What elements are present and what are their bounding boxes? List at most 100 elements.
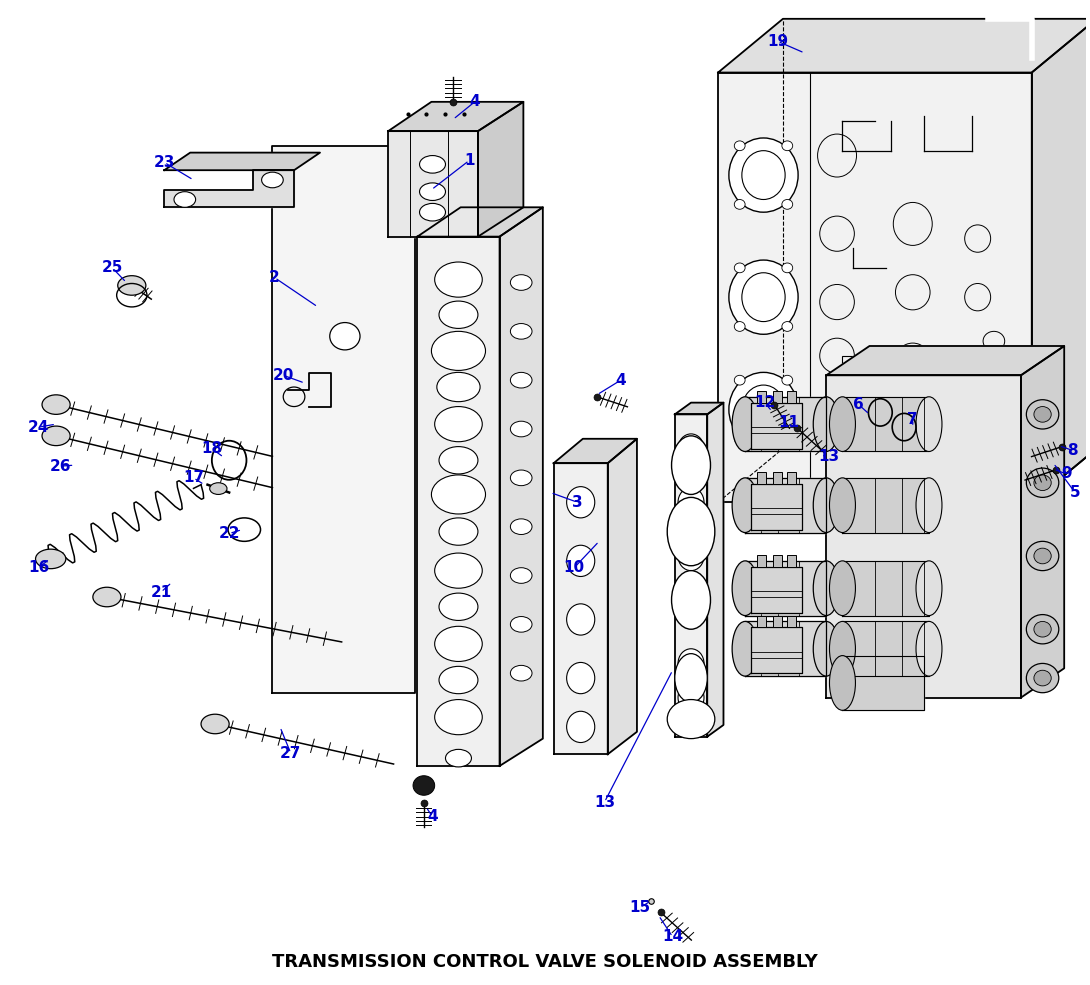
Ellipse shape	[829, 397, 856, 451]
Ellipse shape	[916, 622, 942, 676]
Ellipse shape	[735, 375, 746, 385]
Ellipse shape	[813, 560, 839, 616]
Ellipse shape	[174, 192, 195, 207]
Text: 6: 6	[853, 397, 864, 412]
Ellipse shape	[667, 497, 715, 565]
Ellipse shape	[1027, 400, 1058, 429]
Polygon shape	[272, 146, 415, 692]
Ellipse shape	[742, 385, 785, 434]
Text: 7: 7	[908, 412, 918, 427]
Ellipse shape	[413, 776, 435, 795]
Text: 15: 15	[630, 900, 651, 915]
Ellipse shape	[43, 395, 70, 415]
Ellipse shape	[671, 435, 711, 494]
Ellipse shape	[1027, 542, 1058, 570]
Polygon shape	[608, 438, 637, 755]
Text: 2: 2	[269, 270, 280, 285]
Polygon shape	[388, 101, 523, 131]
Bar	[758, 616, 765, 627]
Polygon shape	[675, 403, 724, 415]
Ellipse shape	[432, 331, 485, 370]
Ellipse shape	[118, 276, 146, 296]
Ellipse shape	[916, 560, 942, 616]
Ellipse shape	[439, 593, 477, 621]
Ellipse shape	[732, 478, 758, 533]
Ellipse shape	[729, 138, 798, 212]
Polygon shape	[751, 566, 802, 613]
Polygon shape	[751, 403, 802, 448]
Ellipse shape	[782, 141, 792, 151]
Polygon shape	[554, 438, 637, 463]
Text: 17: 17	[183, 471, 204, 486]
Polygon shape	[826, 375, 1021, 697]
Polygon shape	[1021, 346, 1064, 697]
Ellipse shape	[567, 546, 595, 576]
Ellipse shape	[675, 654, 707, 702]
Text: 13: 13	[594, 795, 615, 810]
Polygon shape	[843, 656, 923, 710]
Ellipse shape	[735, 200, 746, 209]
Ellipse shape	[678, 595, 704, 624]
Polygon shape	[707, 403, 724, 737]
Ellipse shape	[782, 263, 792, 273]
Bar	[773, 391, 782, 403]
Ellipse shape	[420, 204, 446, 221]
Ellipse shape	[330, 322, 360, 350]
Ellipse shape	[732, 622, 758, 676]
Polygon shape	[746, 560, 826, 616]
Polygon shape	[718, 19, 1090, 73]
Text: 3: 3	[572, 494, 583, 510]
Ellipse shape	[678, 649, 704, 678]
Text: 13: 13	[818, 449, 839, 464]
Ellipse shape	[1034, 407, 1051, 423]
Ellipse shape	[729, 372, 798, 446]
Ellipse shape	[567, 711, 595, 743]
Polygon shape	[417, 207, 543, 236]
Polygon shape	[843, 622, 929, 676]
Ellipse shape	[829, 656, 856, 710]
Text: 18: 18	[202, 441, 222, 456]
Ellipse shape	[782, 375, 792, 385]
Ellipse shape	[510, 617, 532, 632]
Bar	[758, 472, 765, 484]
Bar	[787, 472, 796, 484]
Ellipse shape	[1027, 664, 1058, 692]
Ellipse shape	[439, 301, 477, 328]
Ellipse shape	[435, 553, 482, 588]
Ellipse shape	[732, 560, 758, 616]
Ellipse shape	[510, 666, 532, 681]
Ellipse shape	[1027, 615, 1058, 644]
Ellipse shape	[782, 200, 792, 209]
Ellipse shape	[36, 550, 65, 568]
Ellipse shape	[435, 699, 482, 735]
Ellipse shape	[782, 434, 792, 443]
Ellipse shape	[1034, 549, 1051, 563]
Text: 22: 22	[218, 526, 240, 541]
Bar	[773, 616, 782, 627]
Ellipse shape	[813, 478, 839, 533]
Ellipse shape	[732, 397, 758, 451]
Ellipse shape	[510, 323, 532, 339]
Text: TRANSMISSION CONTROL VALVE SOLENOID ASSEMBLY: TRANSMISSION CONTROL VALVE SOLENOID ASSE…	[272, 953, 818, 971]
Polygon shape	[388, 131, 477, 236]
Text: 8: 8	[1067, 443, 1078, 458]
Ellipse shape	[435, 407, 482, 441]
Ellipse shape	[829, 560, 856, 616]
Text: 12: 12	[754, 395, 775, 410]
Ellipse shape	[510, 275, 532, 291]
Ellipse shape	[813, 397, 839, 451]
Ellipse shape	[510, 470, 532, 486]
Polygon shape	[843, 560, 929, 616]
Text: 24: 24	[28, 420, 49, 434]
Text: 4: 4	[616, 372, 626, 388]
Ellipse shape	[742, 151, 785, 200]
Text: 21: 21	[150, 585, 171, 600]
Ellipse shape	[567, 604, 595, 635]
Ellipse shape	[1034, 670, 1051, 686]
Ellipse shape	[437, 372, 480, 402]
Ellipse shape	[735, 321, 746, 331]
Ellipse shape	[916, 478, 942, 533]
Text: 27: 27	[280, 746, 302, 760]
Text: 4: 4	[427, 810, 438, 824]
Polygon shape	[417, 236, 499, 766]
